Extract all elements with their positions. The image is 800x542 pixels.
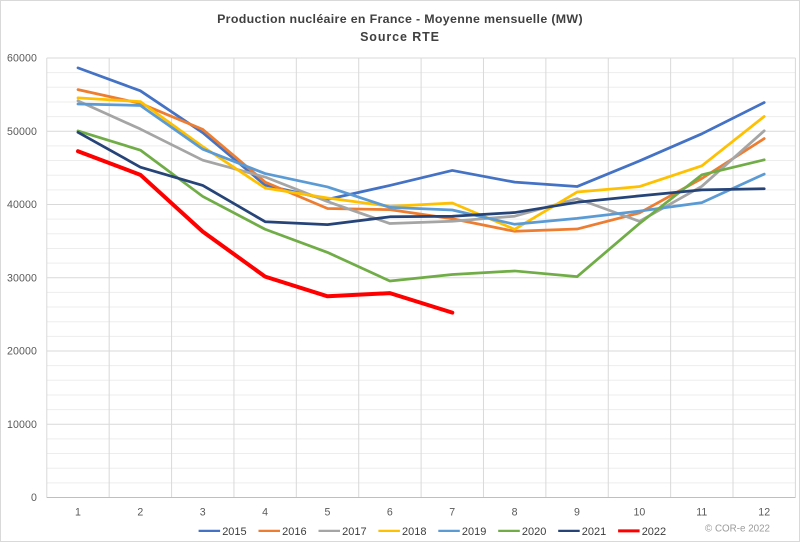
- svg-text:2021: 2021: [582, 526, 606, 538]
- svg-text:50000: 50000: [7, 126, 37, 138]
- svg-text:2022: 2022: [642, 526, 666, 538]
- svg-text:2016: 2016: [282, 526, 306, 538]
- svg-text:0: 0: [31, 492, 37, 504]
- svg-text:2015: 2015: [222, 526, 246, 538]
- svg-text:4: 4: [262, 507, 268, 519]
- svg-text:10: 10: [633, 507, 645, 519]
- svg-text:5: 5: [325, 507, 331, 519]
- svg-text:30000: 30000: [7, 272, 37, 284]
- svg-text:60000: 60000: [7, 53, 37, 65]
- svg-text:1: 1: [75, 507, 81, 519]
- svg-text:Source RTE: Source RTE: [360, 30, 440, 44]
- svg-text:© COR-e 2022: © COR-e 2022: [705, 524, 770, 535]
- svg-text:9: 9: [574, 507, 580, 519]
- svg-text:Production nucléaire en France: Production nucléaire en France - Moyenne…: [217, 12, 583, 26]
- svg-text:2: 2: [137, 507, 143, 519]
- svg-text:8: 8: [512, 507, 518, 519]
- svg-text:40000: 40000: [7, 199, 37, 211]
- svg-text:20000: 20000: [7, 346, 37, 358]
- svg-text:3: 3: [200, 507, 206, 519]
- svg-text:11: 11: [696, 507, 707, 519]
- svg-text:12: 12: [758, 507, 770, 519]
- svg-text:2018: 2018: [402, 526, 426, 538]
- svg-text:2019: 2019: [462, 526, 486, 538]
- svg-text:6: 6: [387, 507, 393, 519]
- svg-text:2020: 2020: [522, 526, 546, 538]
- svg-text:2017: 2017: [342, 526, 366, 538]
- svg-text:10000: 10000: [7, 419, 37, 431]
- svg-text:7: 7: [449, 507, 455, 519]
